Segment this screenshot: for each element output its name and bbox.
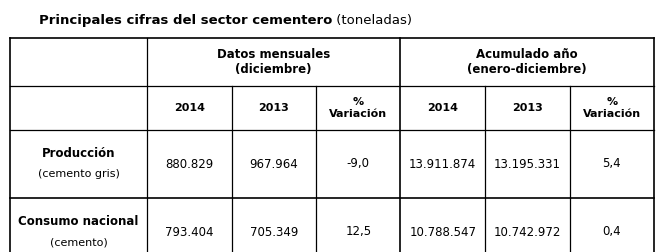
Text: Acumulado año
(enero-diciembre): Acumulado año (enero-diciembre) (467, 47, 587, 77)
Text: 10.742.972: 10.742.972 (493, 226, 561, 238)
Text: 705.349: 705.349 (250, 226, 298, 238)
Text: 880.829: 880.829 (165, 158, 213, 171)
Text: (toneladas): (toneladas) (332, 14, 412, 27)
Text: 10.788.547: 10.788.547 (409, 226, 476, 238)
Text: 13.195.331: 13.195.331 (494, 158, 561, 171)
Text: Consumo nacional: Consumo nacional (19, 215, 139, 228)
Text: 793.404: 793.404 (165, 226, 214, 238)
Text: 2014: 2014 (174, 103, 205, 113)
Text: 2014: 2014 (427, 103, 458, 113)
Text: Principales cifras del sector cementero: Principales cifras del sector cementero (39, 14, 332, 27)
Text: 5,4: 5,4 (602, 158, 621, 171)
Text: 2013: 2013 (258, 103, 289, 113)
Text: 13.911.874: 13.911.874 (409, 158, 476, 171)
Text: %
Variación: % Variación (329, 97, 387, 119)
Text: 967.964: 967.964 (250, 158, 298, 171)
Text: Producción: Producción (42, 147, 116, 160)
Text: 2013: 2013 (512, 103, 542, 113)
Text: %
Variación: % Variación (583, 97, 641, 119)
Text: 0,4: 0,4 (602, 226, 621, 238)
Text: -9,0: -9,0 (347, 158, 370, 171)
Text: (cemento gris): (cemento gris) (38, 169, 120, 179)
Text: 12,5: 12,5 (345, 226, 371, 238)
Text: Datos mensuales
(diciembre): Datos mensuales (diciembre) (217, 47, 331, 77)
Text: (cemento): (cemento) (50, 237, 108, 247)
